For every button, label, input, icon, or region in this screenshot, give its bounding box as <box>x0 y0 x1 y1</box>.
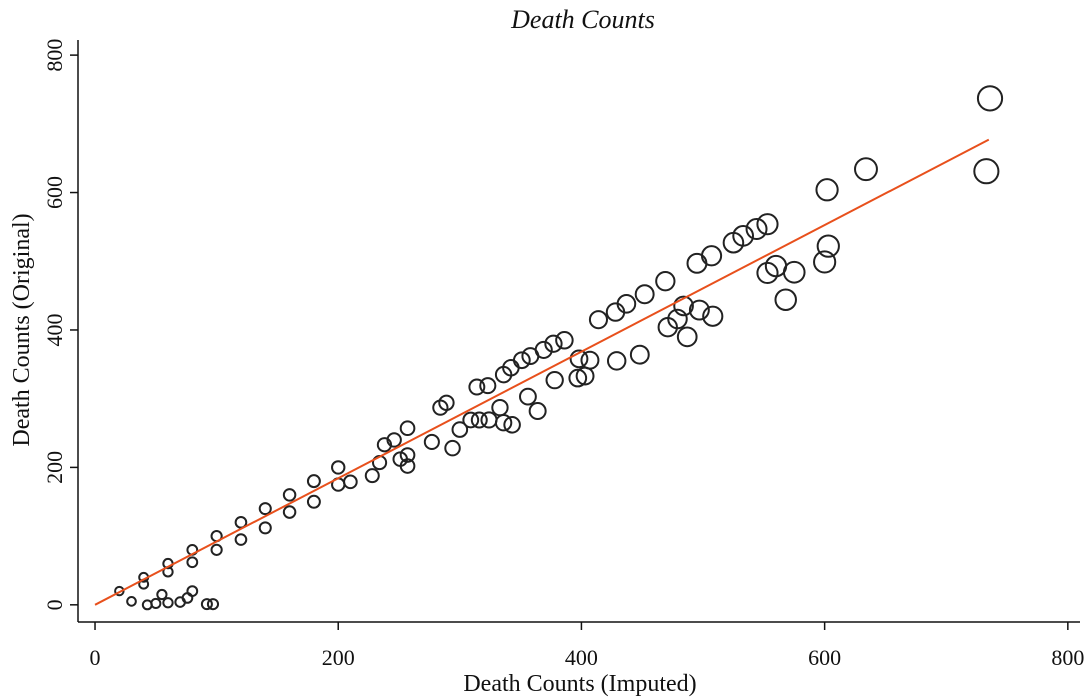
data-point <box>200 598 213 611</box>
data-point <box>655 271 676 292</box>
data-point <box>234 533 248 546</box>
data-point <box>588 310 609 330</box>
y-tick-label: 200 <box>42 451 67 484</box>
data-point <box>606 351 627 371</box>
data-point <box>141 599 153 611</box>
data-point <box>479 377 497 395</box>
data-point <box>376 437 393 453</box>
data-point <box>503 416 521 434</box>
data-point <box>519 387 537 406</box>
data-point <box>186 585 199 597</box>
data-point <box>569 349 589 369</box>
data-point <box>700 245 723 267</box>
data-point <box>634 284 655 305</box>
data-point <box>480 411 498 429</box>
data-point <box>162 597 174 609</box>
y-axis-label: Death Counts (Original) <box>9 213 35 446</box>
x-axis-label: Death Counts (Imputed) <box>463 671 696 697</box>
data-point <box>258 502 272 516</box>
data-point <box>470 411 488 429</box>
data-point <box>258 521 272 535</box>
data-point <box>364 468 380 484</box>
data-point <box>816 234 840 258</box>
data-point <box>399 420 416 437</box>
data-point <box>756 213 779 236</box>
data-point <box>722 231 745 254</box>
data-point <box>210 543 223 556</box>
data-point <box>234 516 248 529</box>
data-point <box>774 288 797 311</box>
data-point <box>580 350 600 370</box>
y-tick-label: 800 <box>42 39 67 72</box>
data-point <box>282 505 297 519</box>
data-point <box>444 439 461 457</box>
data-point <box>451 421 469 438</box>
data-point <box>392 451 409 467</box>
data-point <box>688 299 710 321</box>
data-point <box>976 85 1004 112</box>
data-point <box>686 252 708 274</box>
data-point <box>676 326 698 348</box>
data-point <box>468 378 486 396</box>
data-point <box>282 488 297 502</box>
x-tick-label: 800 <box>1051 645 1084 670</box>
chart-title: Death Counts <box>510 5 655 34</box>
data-point <box>494 365 513 384</box>
data-point <box>555 331 574 350</box>
x-tick-label: 600 <box>808 645 841 670</box>
data-point <box>973 158 1000 185</box>
data-point <box>156 588 168 601</box>
x-tick-label: 400 <box>565 645 598 670</box>
data-point <box>462 411 480 429</box>
data-point <box>854 157 878 182</box>
data-point <box>306 474 321 489</box>
data-point <box>673 295 694 317</box>
y-tick-label: 0 <box>42 599 67 610</box>
data-point <box>629 344 650 365</box>
data-point <box>815 178 839 202</box>
y-tick-label: 400 <box>42 313 67 346</box>
data-point <box>126 596 137 607</box>
data-point <box>371 455 388 471</box>
fit-line <box>94 138 990 606</box>
data-point <box>545 370 564 390</box>
data-point <box>521 347 540 366</box>
data-point <box>568 368 588 388</box>
data-point <box>528 402 547 421</box>
data-point <box>399 447 416 463</box>
data-point <box>702 305 724 327</box>
data-point <box>306 494 321 509</box>
x-tick-label: 0 <box>90 645 101 670</box>
data-point <box>432 399 449 416</box>
data-point <box>544 334 563 353</box>
data-point <box>343 474 358 490</box>
x-tick-label: 200 <box>322 645 355 670</box>
y-tick-label: 600 <box>42 176 67 209</box>
data-point <box>150 597 162 609</box>
data-point <box>813 250 837 274</box>
data-point <box>186 556 199 569</box>
data-point <box>745 217 768 240</box>
data-point <box>206 598 220 611</box>
data-point <box>657 317 678 338</box>
data-point <box>756 261 779 285</box>
data-point <box>605 302 626 322</box>
data-point <box>423 433 440 451</box>
data-point <box>491 398 509 417</box>
data-point <box>331 460 346 475</box>
